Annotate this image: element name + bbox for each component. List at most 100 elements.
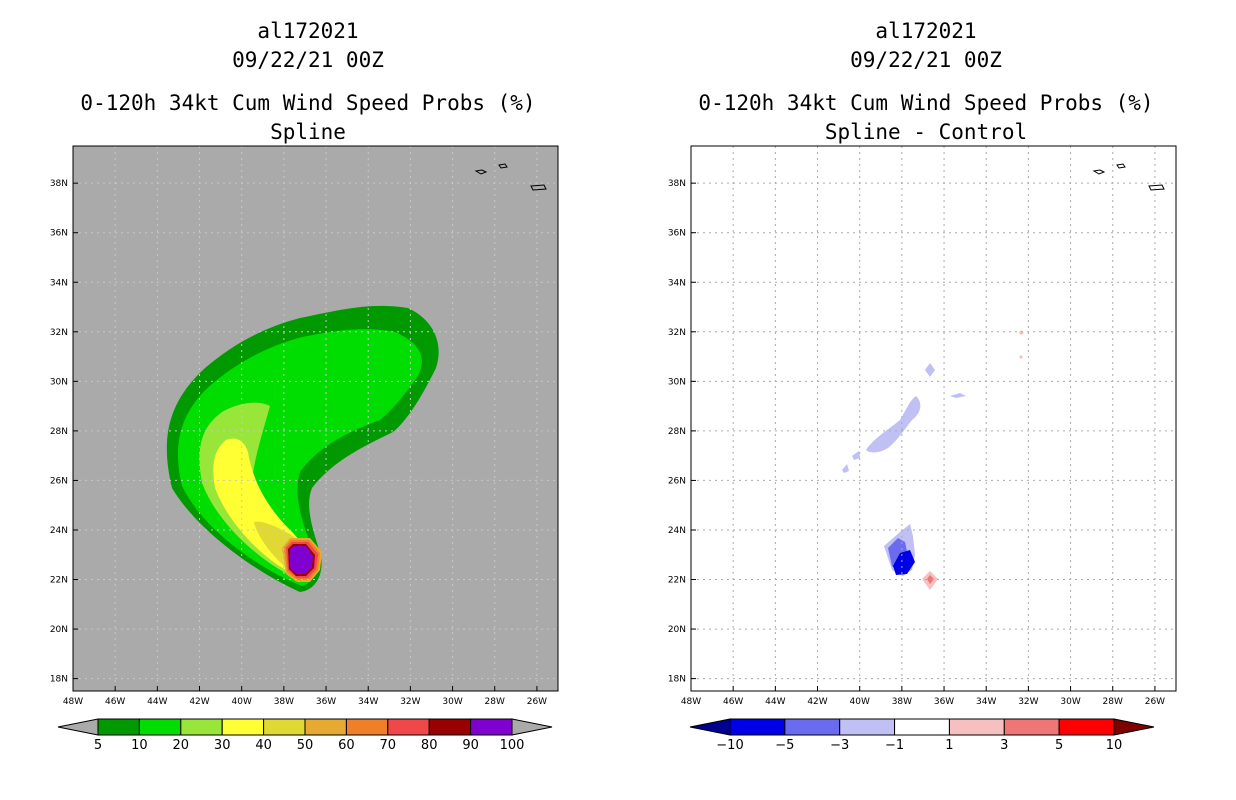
left-xtick-label: 32W	[400, 697, 420, 707]
left-xtick-label: 38W	[274, 697, 294, 707]
left-colorbar-label: 5	[94, 738, 102, 753]
right-coastlines	[1092, 163, 1165, 191]
right-colorbar-label: 10	[1106, 738, 1123, 753]
right-colorbar-box	[729, 718, 786, 736]
right-colorbar-labels: −10 −5 −3 −1 1 3 5 10	[716, 738, 1122, 753]
right-xtick-label: 46W	[723, 697, 743, 707]
right-colorbar-label: 3	[1000, 738, 1008, 753]
right-gridlines	[691, 146, 1176, 691]
left-ytick-label: 28N	[50, 427, 68, 437]
right-xtick-label: 48W	[681, 697, 701, 707]
left-colorbar-box	[345, 718, 389, 736]
left-xtick-label: 46W	[105, 697, 125, 707]
left-colorbar-label: 20	[173, 738, 190, 753]
left-storm-id: al172021	[257, 19, 358, 43]
right-xtick-label: 26W	[1145, 697, 1165, 707]
right-plot-background	[691, 146, 1176, 691]
right-ytick-label: 30N	[668, 377, 686, 387]
left-island-terceira	[498, 163, 508, 169]
right-island-sao-miguel	[1148, 184, 1165, 191]
left-colorbar-label: 70	[380, 738, 397, 753]
left-axis-ticks: 48W 46W 44W 42W 40W 38W 36W 34W 32W 30W 28W 26W 18N 2…	[50, 179, 547, 707]
left-colorbar-box	[221, 718, 265, 736]
right-xtick-label: 28W	[1103, 697, 1123, 707]
left-colorbar-box	[138, 718, 182, 736]
left-colorbar-labels: 5 10 20 30 40 50 60 70 80 90 100	[94, 738, 525, 753]
left-probability-field	[166, 305, 439, 592]
left-xtick-label: 30W	[442, 697, 462, 707]
right-colorbar-box	[1003, 718, 1060, 736]
right-title: 0-120h 34kt Cum Wind Speed Probs (%)	[698, 91, 1153, 115]
right-ytick-label: 22N	[668, 576, 686, 586]
right-ytick-label: 34N	[668, 278, 686, 288]
left-xtick-label: 28W	[485, 697, 505, 707]
left-xtick-label: 36W	[316, 697, 336, 707]
right-island-pico	[1092, 169, 1106, 175]
right-neg-area-small-2	[950, 393, 966, 398]
left-colorbar-label: 100	[500, 738, 525, 753]
left-colorbar-label: 90	[462, 738, 479, 753]
right-neg-area-small-4	[842, 464, 849, 473]
left-ytick-label: 20N	[50, 625, 68, 635]
right-colorbar-box	[948, 718, 1005, 736]
right-subtitle: Spline - Control	[825, 120, 1027, 144]
left-colorbar-label: 10	[131, 738, 148, 753]
right-colorbar-label: −1	[885, 738, 904, 753]
right-colorbar-label: 5	[1055, 738, 1063, 753]
left-island-sao-miguel	[530, 184, 547, 191]
left-colorbar-box	[180, 718, 223, 736]
left-colorbar-label: 80	[421, 738, 438, 753]
left-colorbar-label: 40	[255, 738, 272, 753]
right-ytick-label: 38N	[668, 179, 686, 189]
right-ytick-label: 26N	[668, 476, 686, 486]
left-date: 09/22/21 00Z	[232, 48, 384, 72]
right-colorbar-label: −10	[716, 738, 743, 753]
right-colorbar-box	[839, 718, 896, 736]
right-neg-area-5	[893, 550, 915, 575]
right-colorbar: −10 −5 −3 −1 1 3 5 10	[689, 718, 1155, 753]
right-panel: al172021 09/22/21 00Z 0-120h 34kt Cum Wi…	[668, 19, 1177, 753]
left-colorbar-box	[263, 718, 306, 736]
right-difference-field	[842, 330, 1024, 590]
left-colorbar-boxes	[57, 718, 553, 736]
right-ytick-label: 18N	[668, 675, 686, 685]
left-ytick-label: 38N	[50, 179, 68, 189]
left-colorbar-label: 60	[338, 738, 355, 753]
right-xtick-label: 36W	[934, 697, 954, 707]
left-panel: al172021 09/22/21 00Z 0-120h 34kt Cum Wi…	[50, 19, 559, 753]
left-subtitle: Spline	[270, 120, 346, 144]
right-colorbar-boxes	[689, 718, 1155, 736]
left-gridlines	[73, 146, 558, 691]
left-title: 0-120h 34kt Cum Wind Speed Probs (%)	[80, 91, 535, 115]
right-colorbar-box	[1058, 718, 1115, 736]
left-colorbar-label: 30	[214, 738, 231, 753]
right-axis-ticks: 48W 46W 44W 42W 40W 38W 36W 34W 32W 30W 28W 26W 18N 2…	[668, 179, 1165, 707]
left-colorbar-box	[97, 718, 140, 736]
right-pos-area-3	[927, 575, 934, 584]
right-plot-frame	[690, 145, 1177, 692]
left-colorbar-low-arrow	[57, 718, 99, 736]
left-xtick-label: 40W	[232, 697, 252, 707]
left-xtick-label: 26W	[527, 697, 547, 707]
left-ytick-label: 32N	[50, 328, 68, 338]
right-ytick-label: 24N	[668, 526, 686, 536]
left-xtick-label: 34W	[358, 697, 378, 707]
right-neg-area-small-3	[852, 451, 860, 460]
right-colorbar-label: −5	[775, 738, 794, 753]
right-ytick-label: 36N	[668, 229, 686, 239]
right-xtick-label: 32W	[1018, 697, 1038, 707]
right-colorbar-low-arrow	[689, 718, 731, 736]
right-ytick-label: 32N	[668, 328, 686, 338]
left-colorbar-high-arrow	[511, 718, 553, 736]
right-colorbar-label: 1	[945, 738, 953, 753]
right-colorbar-high-arrow	[1113, 718, 1155, 736]
left-colorbar-box	[304, 718, 347, 736]
left-ytick-label: 26N	[50, 476, 68, 486]
left-colorbar-box	[387, 718, 430, 736]
left-coastlines	[474, 163, 547, 191]
left-ytick-label: 30N	[50, 377, 68, 387]
right-storm-id: al172021	[875, 19, 976, 43]
left-xtick-label: 44W	[147, 697, 167, 707]
right-colorbar-box	[784, 718, 841, 736]
right-neg-area-north	[866, 396, 921, 453]
